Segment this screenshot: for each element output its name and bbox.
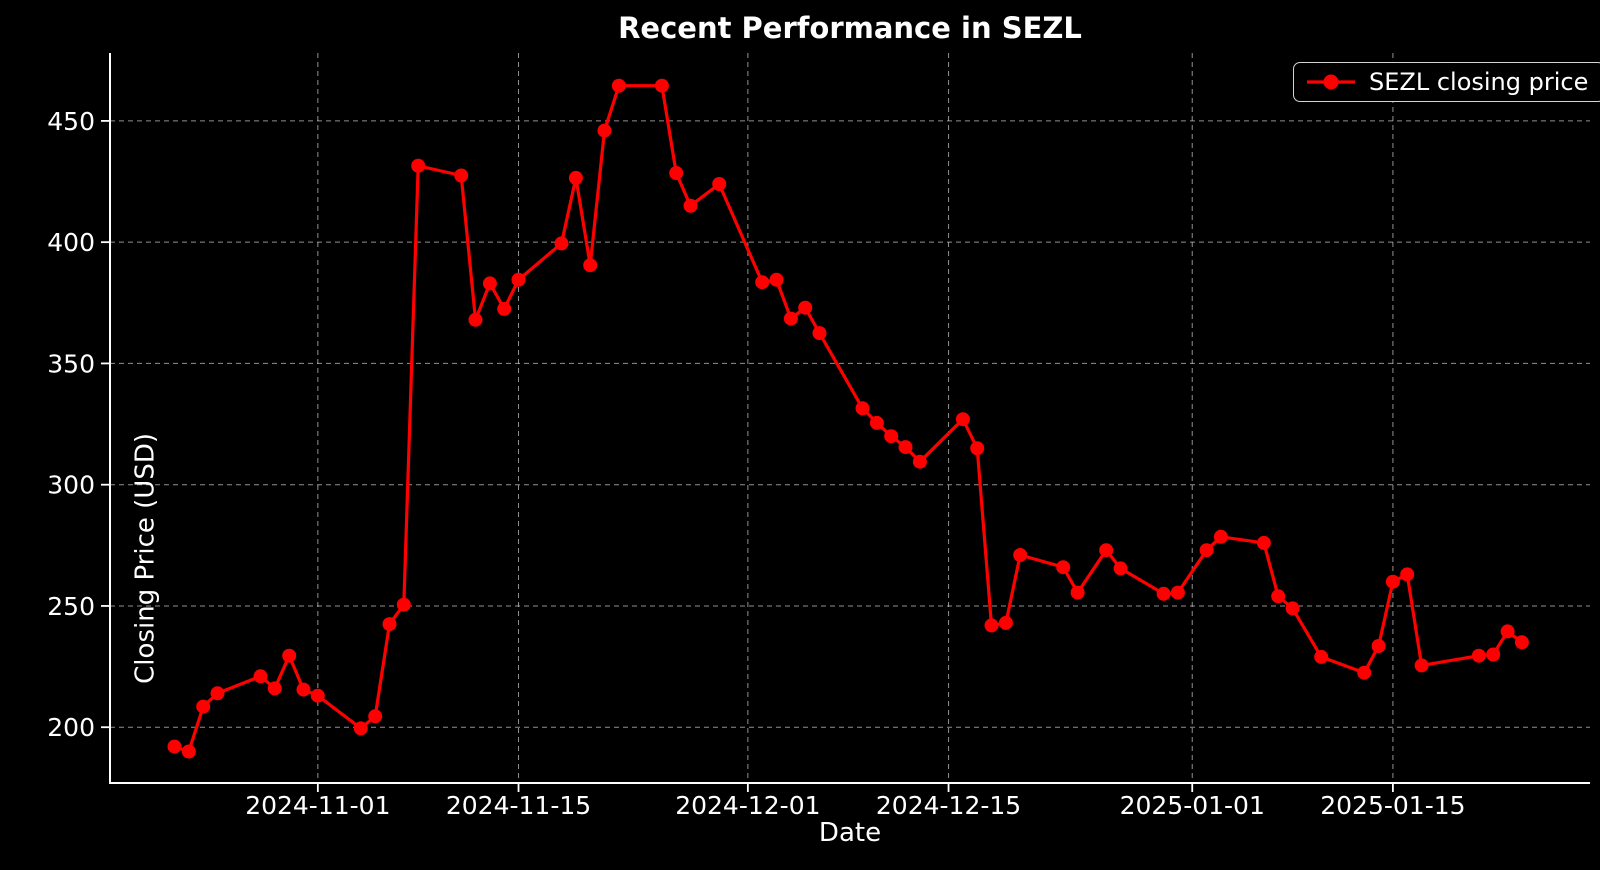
data-point-marker (368, 709, 383, 724)
data-point-marker (783, 311, 798, 326)
data-point-marker (497, 301, 512, 316)
data-point-marker (1170, 585, 1185, 600)
data-point-marker (181, 744, 196, 759)
y-tick-label: 200 (47, 713, 95, 742)
data-point-marker (812, 326, 827, 341)
data-point-marker (282, 648, 297, 663)
data-point-marker (597, 123, 612, 138)
data-point-marker (1414, 658, 1429, 673)
data-point-marker (970, 441, 985, 456)
data-point-marker (511, 272, 526, 287)
data-point-marker (1113, 561, 1128, 576)
data-point-marker (583, 258, 598, 273)
data-point-marker (196, 699, 211, 714)
data-point-marker (167, 739, 182, 754)
data-point-marker (353, 721, 368, 736)
data-point-marker (1256, 535, 1271, 550)
data-point-marker (468, 312, 483, 327)
data-point-marker (984, 618, 999, 633)
legend-line-marker-icon (1305, 73, 1357, 91)
data-point-marker (253, 669, 268, 684)
data-point-marker (912, 454, 927, 469)
data-point-marker (769, 272, 784, 287)
legend: SEZL closing price (1293, 62, 1600, 102)
data-point-marker (1056, 560, 1071, 575)
data-point-marker (869, 415, 884, 430)
data-point-marker (884, 429, 899, 444)
data-point-marker (1471, 648, 1486, 663)
data-point-marker (1514, 635, 1529, 650)
data-point-marker (568, 170, 583, 185)
chart-title: Recent Performance in SEZL (618, 11, 1082, 45)
data-point-marker (296, 682, 311, 697)
data-point-marker (1285, 601, 1300, 616)
x-tick-label: 2024-12-15 (876, 791, 1021, 820)
data-point-marker (611, 78, 626, 93)
x-tick-label: 2024-11-15 (446, 791, 591, 820)
x-tick-label: 2024-12-01 (675, 791, 820, 820)
data-point-marker (1385, 574, 1400, 589)
y-tick-label: 250 (47, 592, 95, 621)
data-point-marker (712, 177, 727, 191)
data-point-marker (482, 276, 497, 291)
y-tick-label: 300 (47, 471, 95, 500)
data-point-marker (1213, 529, 1228, 544)
data-point-marker (1486, 647, 1501, 662)
x-tick-label: 2025-01-01 (1120, 791, 1265, 820)
data-point-marker (411, 158, 426, 173)
data-point-marker (454, 168, 469, 183)
data-point-marker (1400, 567, 1415, 582)
data-point-marker (382, 617, 397, 632)
data-point-marker (1013, 548, 1028, 562)
data-point-marker (396, 597, 411, 612)
data-point-marker (798, 300, 813, 315)
data-point-marker (855, 401, 870, 416)
data-point-marker (755, 275, 770, 290)
y-tick-label: 450 (47, 107, 95, 136)
data-point-marker (310, 688, 325, 703)
data-point-marker (1500, 624, 1515, 639)
data-point-marker (898, 440, 913, 455)
y-axis-label: Closing Price (USD) (130, 433, 161, 684)
data-point-marker (654, 78, 669, 93)
data-point-marker (1357, 665, 1372, 680)
data-point-marker (1099, 543, 1114, 558)
y-tick-label: 400 (47, 228, 95, 257)
data-point-marker (1371, 639, 1386, 653)
data-point-marker (955, 412, 970, 427)
data-point-marker (683, 198, 698, 213)
legend-label: SEZL closing price (1369, 68, 1589, 96)
y-tick-label: 350 (47, 349, 95, 378)
data-point-marker (1070, 585, 1085, 600)
data-point-marker (554, 236, 569, 251)
data-point-marker (267, 681, 282, 696)
data-point-marker (998, 615, 1013, 630)
x-tick-label: 2024-11-01 (245, 791, 390, 820)
data-point-marker (1314, 649, 1329, 664)
data-point-marker (1271, 589, 1286, 604)
data-point-marker (210, 686, 225, 701)
data-point-marker (1156, 586, 1171, 601)
x-tick-label: 2025-01-15 (1320, 791, 1465, 820)
data-point-marker (669, 166, 684, 180)
price-line (172, 84, 1524, 754)
x-axis-label: Date (818, 818, 882, 848)
data-point-marker (1199, 543, 1214, 558)
